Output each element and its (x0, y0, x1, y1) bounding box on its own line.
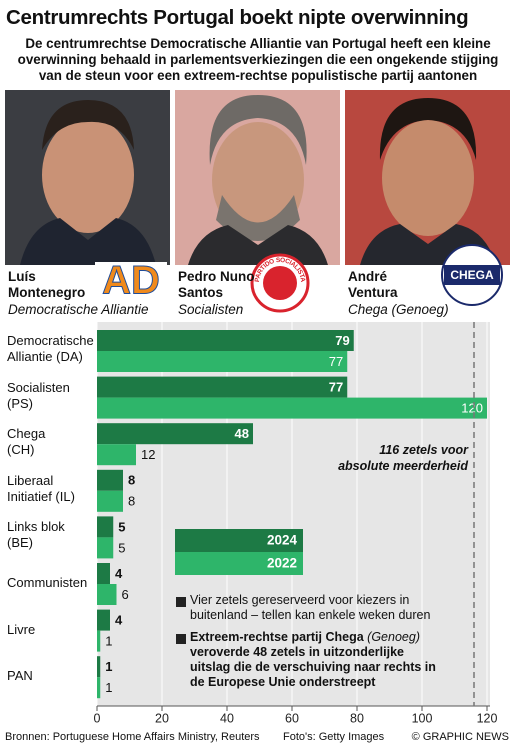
note-part: veroverde 48 zetels in uitzonderlijke ui… (190, 645, 436, 689)
category-label: Communisten (7, 575, 88, 590)
bar (97, 376, 348, 398)
value-label: 120 (461, 401, 483, 416)
bar (97, 630, 101, 652)
note-bullet (176, 634, 186, 644)
value-label: 4 (115, 566, 123, 581)
value-label: 1 (105, 634, 112, 649)
note-bullet (176, 597, 186, 607)
value-label: 5 (118, 540, 125, 555)
x-tick-label: 20 (155, 711, 169, 725)
note-part: Extreem-rechtse partij Chega (190, 630, 364, 644)
bar (97, 656, 101, 678)
value-label: 8 (128, 473, 135, 488)
candidate-name: Luís Montenegro (8, 269, 86, 300)
bar (97, 490, 123, 512)
note: Extreem-rechtse partij Chega (Genoeg) ve… (190, 630, 440, 690)
hair (209, 95, 307, 165)
category-label: Links blok (BE) (7, 519, 65, 551)
majority-label: 116 zetels voor absolute meerderheid (338, 443, 468, 473)
note-part: (Genoeg) (367, 630, 420, 644)
x-tick-label: 40 (220, 711, 234, 725)
value-label: 48 (235, 426, 249, 441)
beard (216, 195, 300, 241)
category-label: Liberaal Initiatief (IL) (7, 472, 75, 504)
category-label: Socialisten (PS) (7, 379, 70, 411)
hair (379, 98, 477, 160)
bar (97, 584, 117, 605)
category-label: Chega (CH) (7, 426, 46, 458)
bar (97, 423, 253, 445)
legend-swatch (175, 552, 303, 575)
value-label: 12 (141, 447, 155, 462)
value-label: 5 (118, 519, 125, 534)
category-label: PAN (7, 668, 33, 684)
candidate-name: André Ventura (348, 269, 398, 300)
note: Vier zetels gereserveerd voor kiezers in… (190, 593, 431, 622)
face (212, 122, 304, 238)
bar (97, 609, 110, 631)
logo-chega-text: CHEGA (450, 268, 494, 282)
value-label: 6 (122, 587, 129, 602)
value-label: 1 (105, 659, 112, 674)
candidate-party: Democratische Alliantie (8, 302, 149, 317)
candidate-name: Pedro Nuno Santos (178, 269, 255, 300)
bar (97, 469, 123, 491)
x-tick-label: 80 (350, 711, 364, 725)
value-label: 4 (115, 613, 123, 628)
suit (20, 218, 156, 265)
logo-chega-band (444, 265, 500, 285)
candidate-party: Socialisten (178, 302, 244, 317)
suit (188, 225, 328, 265)
face (382, 120, 474, 236)
x-tick-label: 120 (477, 711, 498, 725)
x-tick-label: 100 (412, 711, 433, 725)
photo-credit: Foto's: Getty Images (283, 731, 385, 743)
x-tick-label: 60 (285, 711, 299, 725)
candidate-party: Chega (Genoeg) (348, 302, 449, 317)
bar (97, 330, 354, 351)
value-label: 1 (105, 680, 112, 695)
bar (97, 537, 114, 559)
copyright: © GRAPHIC NEWS (411, 731, 509, 743)
logo-bg (95, 262, 167, 302)
value-label: 8 (128, 494, 135, 509)
hair (42, 100, 134, 150)
category-label: Democratische Alliantie (DA) (7, 333, 94, 364)
value-label: 77 (329, 354, 343, 369)
value-label: 79 (335, 333, 349, 348)
legend-label: 2024 (267, 533, 298, 548)
category-label: Livre (7, 621, 36, 637)
bar (97, 516, 114, 538)
logo-ad: AD (102, 259, 160, 303)
logo-ps-fist (263, 266, 297, 300)
bar (97, 397, 487, 419)
bar (97, 351, 348, 372)
x-tick-label: 0 (94, 711, 101, 725)
bar (97, 563, 110, 584)
sources: Bronnen: Portuguese Home Affairs Ministr… (5, 731, 260, 743)
legend-swatch (175, 529, 303, 552)
bar (97, 444, 136, 466)
bar (97, 677, 101, 699)
value-label: 77 (329, 380, 343, 395)
title: Centrumrechts Portugal boekt nipte overw… (6, 6, 469, 29)
legend-label: 2022 (267, 556, 297, 571)
face (42, 117, 134, 233)
subtitle: De centrumrechtse Democratische Allianti… (17, 36, 499, 83)
